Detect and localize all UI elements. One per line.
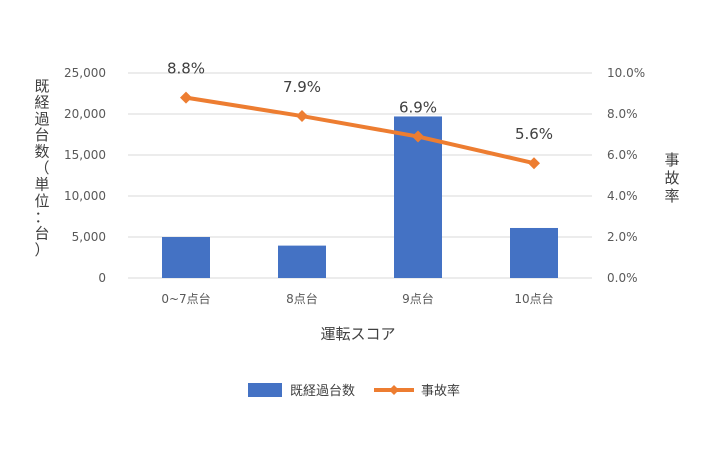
x-axis-title: 運転スコア — [320, 325, 395, 343]
y-left-tick-label: 20,000 — [64, 107, 106, 121]
legend-swatch-bar — [248, 383, 282, 397]
x-tick-label: 8点台 — [286, 291, 318, 306]
data-label: 6.9% — [399, 99, 437, 117]
bar — [510, 227, 558, 278]
line-point — [528, 157, 540, 170]
line-point — [296, 110, 308, 123]
x-tick-label: 10点台 — [514, 291, 553, 306]
data-label: 5.6% — [515, 125, 553, 143]
line-point — [180, 91, 192, 104]
y-left-tick-label: 0 — [98, 271, 106, 285]
y-left-tick-label: 10,000 — [64, 189, 106, 203]
y-right-tick-label: 6.0% — [607, 148, 638, 162]
x-tick-label: 9点台 — [402, 291, 434, 306]
bar — [394, 116, 442, 279]
y-left-tick-label: 5,000 — [72, 230, 106, 244]
x-tick-label: 0~7点台 — [161, 291, 210, 306]
legend-marker — [389, 385, 399, 395]
y-left-axis-title: 既経過台数（単位：台） — [34, 77, 49, 259]
legend-label: 既経過台数 — [290, 384, 355, 399]
y-right-axis-title: 事故率 — [664, 151, 679, 205]
line-point — [412, 130, 424, 143]
data-label: 8.8% — [167, 60, 205, 78]
line-series — [185, 95, 535, 166]
y-left-tick-label: 25,000 — [64, 66, 106, 80]
y-right-tick-label: 4.0% — [607, 189, 638, 203]
data-label: 7.9% — [283, 78, 321, 96]
y-right-tick-label: 10.0% — [607, 66, 645, 80]
bar — [278, 245, 326, 278]
y-left-tick-label: 15,000 — [64, 148, 106, 162]
legend-label: 事故率 — [421, 383, 460, 399]
y-right-tick-label: 8.0% — [607, 107, 638, 121]
y-right-tick-label: 0.0% — [607, 271, 638, 285]
bar — [162, 237, 210, 278]
y-right-tick-label: 2.0% — [607, 230, 638, 244]
